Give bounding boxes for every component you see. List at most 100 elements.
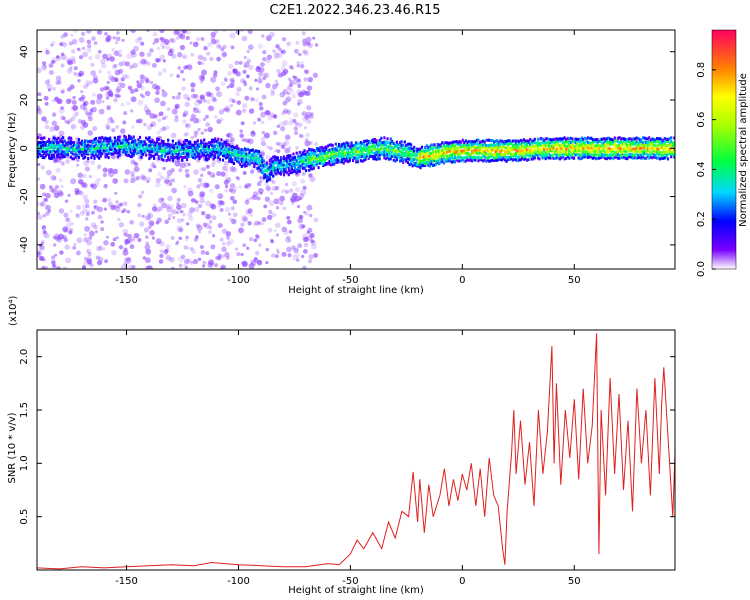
spectrogram-noise-cell — [296, 89, 302, 95]
spectrogram-ridge-cell — [505, 146, 508, 150]
spectrogram-ridge-cell — [46, 147, 49, 151]
spectrogram-noise-cell — [122, 228, 129, 235]
spectrogram-ridge-cell — [284, 159, 287, 163]
spectrogram-noise-cell — [165, 125, 171, 130]
spectrogram-noise-cell — [124, 242, 128, 246]
spectrogram-noise-cell — [224, 105, 230, 111]
spectrogram-ridge-cell — [200, 155, 203, 159]
spectrogram-ridge-cell — [148, 139, 151, 143]
spectrogram-ridge-cell — [654, 138, 657, 142]
spectrogram-ridge-cell — [236, 157, 239, 161]
spectrogram-ridge-cell — [507, 143, 510, 147]
spectrogram-ridge-cell — [73, 141, 76, 144]
spectrogram-noise-cell — [254, 250, 260, 256]
spectrogram-ridge-cell — [663, 156, 666, 160]
spectrogram-ridge-cell — [218, 143, 221, 147]
spectrogram-noise-cell — [158, 259, 164, 264]
spectrogram-noise-cell — [220, 264, 227, 269]
spectrogram-ridge-cell — [502, 140, 505, 144]
spectrogram-noise-cell — [263, 73, 268, 79]
spectrogram-ridge-cell — [522, 151, 525, 155]
spectrogram-ridge-cell — [134, 144, 137, 148]
spectrogram-noise-cell — [44, 101, 49, 106]
spectrogram-ridge-cell — [170, 156, 173, 160]
spectrogram-ridge-cell — [240, 148, 243, 152]
spectrogram-noise-cell — [115, 236, 120, 240]
spectrogram-noise-cell — [37, 92, 42, 97]
spectrogram-ridge-cell — [630, 147, 634, 151]
spectrogram-ridge-cell — [519, 154, 522, 157]
spectrogram-noise-cell — [218, 109, 225, 115]
spectrogram-ridge-cell — [513, 143, 516, 147]
spectrogram-ridge-cell — [347, 152, 350, 156]
snr-x-axis-label: Height of straight line (km) — [288, 585, 424, 596]
spectrogram-noise-cell — [242, 170, 247, 176]
spectrogram-ridge-cell — [69, 140, 73, 144]
spectrogram-ridge-cell — [452, 140, 455, 144]
spectrogram-ridge-cell — [135, 143, 138, 147]
spectrogram-ridge-cell — [431, 143, 435, 147]
spectrogram-ridge-cell — [435, 155, 438, 158]
spectrogram-noise-cell — [242, 138, 247, 142]
spectrogram-noise-cell — [168, 179, 172, 184]
spectrogram-ridge-cell — [673, 141, 675, 145]
spectrogram-noise-cell — [37, 162, 41, 167]
snr-y-axis-label: SNR (10 * v/v) — [7, 412, 18, 483]
spectrogram-noise-cell — [154, 97, 160, 104]
spectrogram-noise-cell — [105, 35, 112, 41]
spectrogram-noise-cell — [286, 215, 291, 220]
spectrogram-ridge-cell — [427, 161, 430, 164]
spectrogram-noise-cell — [253, 222, 257, 226]
spectrogram-ridge-cell — [518, 152, 521, 156]
spectrogram-ridge-cell — [494, 139, 497, 143]
spectrogram-ridge-cell — [627, 153, 630, 157]
spectrogram-noise-cell — [120, 102, 125, 107]
spectrogram-ridge-cell — [331, 160, 334, 164]
spectrogram-ridge-cell — [57, 155, 60, 159]
spectrogram-ridge-cell — [142, 143, 145, 147]
spectrogram-noise-cell — [60, 88, 66, 94]
spectrogram-ridge-cell — [153, 146, 156, 150]
spectrogram-ridge-cell — [297, 154, 300, 158]
spectrogram-ridge-cell — [369, 148, 372, 152]
spectrogram-ridge-cell — [416, 163, 419, 167]
spectrogram-ridge-cell — [200, 139, 203, 143]
spectrogram-noise-cell — [205, 251, 210, 255]
spectrogram-noise-cell — [268, 209, 273, 215]
spectrogram-ridge-cell — [599, 144, 602, 148]
spectrogram-ridge-cell — [79, 147, 82, 151]
spectrogram-ridge-cell — [372, 140, 375, 144]
spectrogram-noise-cell — [42, 63, 47, 68]
spectrogram-ridge-cell — [248, 159, 251, 163]
spectrogram-noise-cell — [200, 61, 205, 66]
spectrogram-ridge-cell — [442, 161, 446, 165]
spectrogram-ridge-cell — [247, 157, 250, 161]
spectrogram-ridge-cell — [325, 157, 328, 161]
spectrogram-ridge-cell — [312, 166, 315, 170]
spectrogram-ridge-cell — [182, 156, 185, 159]
spectrogram-ridge-cell — [439, 145, 442, 148]
spectrogram-noise-cell — [118, 61, 123, 67]
spectrogram-ridge-cell — [508, 142, 511, 146]
spectrogram-ridge-cell — [635, 136, 638, 140]
spectrogram-ridge-cell — [388, 153, 391, 157]
spectrogram-ridge-cell — [646, 137, 649, 141]
spectrogram-ridge-cell — [352, 155, 355, 159]
spectrogram-ridge-cell — [471, 150, 474, 154]
spectrogram-ridge-cell — [623, 142, 626, 146]
spectrogram-noise-cell — [82, 265, 86, 269]
spectrogram-ridge-cell — [400, 140, 403, 144]
spectrogram-noise-cell — [269, 31, 275, 38]
spectrogram-ridge-cell — [270, 166, 273, 170]
spectrogram-ridge-cell — [438, 143, 441, 147]
spectrogram-ridge-cell — [579, 149, 582, 153]
spectrogram-ridge-cell — [228, 159, 231, 163]
spectrogram-noise-cell — [127, 85, 133, 91]
spectrogram-noise-cell — [143, 227, 149, 233]
spectrogram-ridge-cell — [286, 165, 289, 168]
spectrogram-ridge-cell — [109, 145, 112, 149]
spectrogram-noise-cell — [223, 160, 229, 166]
spectrogram-ridge-cell — [311, 163, 314, 167]
spectrogram-noise-cell — [253, 238, 258, 243]
spectrogram-ridge-cell — [256, 152, 259, 156]
